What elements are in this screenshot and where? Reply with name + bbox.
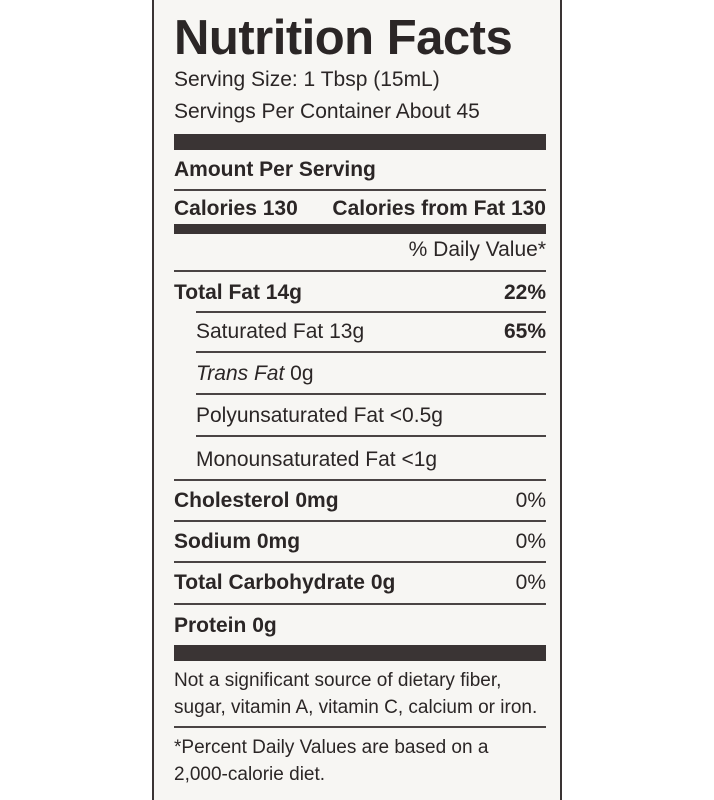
calories: Calories 130 bbox=[174, 197, 298, 220]
divider bbox=[174, 479, 546, 481]
nutrient-dv: 0% bbox=[515, 530, 546, 553]
amount-per-serving: Amount Per Serving bbox=[174, 158, 376, 181]
label-title: Nutrition Facts bbox=[174, 11, 513, 65]
footnote-not-significant: Not a significant source of dietary fibe… bbox=[174, 670, 538, 718]
daily-value-header: % Daily Value* bbox=[408, 238, 546, 261]
amount-per-serving-row: Amount Per Serving bbox=[174, 158, 546, 194]
nutrient-label: Polyunsaturated Fat bbox=[196, 404, 384, 427]
nutrient-amount: 0mg bbox=[256, 530, 301, 553]
divider bbox=[196, 351, 546, 353]
divider bbox=[174, 270, 546, 272]
nutrient-row-monounsaturated-fat: Monounsaturated Fat <1g bbox=[174, 448, 546, 484]
nutrient-row-total-fat: Total Fat 14g 22% bbox=[174, 281, 546, 317]
serving-size: Serving Size: 1 Tbsp (15mL) bbox=[174, 68, 440, 91]
nutrient-amount: 0mg bbox=[295, 489, 339, 512]
divider bbox=[174, 189, 546, 191]
thick-divider bbox=[174, 645, 546, 661]
nutrient-label: Saturated Fat bbox=[196, 320, 324, 343]
nutrient-label: Protein bbox=[174, 614, 247, 637]
divider bbox=[174, 520, 546, 522]
divider bbox=[196, 393, 546, 395]
nutrient-amount: <1g bbox=[401, 448, 438, 471]
medium-divider bbox=[174, 224, 546, 234]
nutrient-row-polyunsaturated-fat: Polyunsaturated Fat <0.5g bbox=[174, 404, 546, 440]
nutrient-amount: 14g bbox=[265, 281, 302, 304]
nutrient-amount: <0.5g bbox=[389, 404, 443, 427]
nutrient-row-sodium: Sodium 0mg 0% bbox=[174, 530, 546, 566]
divider bbox=[174, 603, 546, 605]
nutrient-row-trans-fat: Trans Fat 0g bbox=[174, 362, 546, 398]
nutrient-label: Total Carbohydrate bbox=[174, 571, 365, 594]
nutrient-label: Total Fat bbox=[174, 281, 260, 304]
divider bbox=[196, 311, 546, 313]
nutrient-label: Monounsaturated Fat bbox=[196, 448, 396, 471]
nutrient-row-saturated-fat: Saturated Fat 13g 65% bbox=[174, 320, 546, 356]
nutrient-row-protein: Protein 0g bbox=[174, 614, 546, 650]
nutrient-amount: 13g bbox=[329, 320, 365, 343]
nutrient-amount: 0g bbox=[370, 571, 396, 594]
nutrition-facts-label: Nutrition Facts Serving Size: 1 Tbsp (15… bbox=[152, 0, 562, 800]
nutrient-amount: 0g bbox=[252, 614, 277, 637]
nutrient-dv: 65% bbox=[503, 320, 546, 343]
divider bbox=[196, 435, 546, 437]
divider bbox=[174, 561, 546, 563]
calories-from-fat: Calories from Fat 130 bbox=[332, 197, 546, 220]
servings-per-container: Servings Per Container About 45 bbox=[174, 100, 480, 123]
nutrient-amount: 0g bbox=[290, 362, 314, 385]
divider bbox=[174, 726, 546, 728]
calories-row: Calories 130 Calories from Fat 130 bbox=[174, 197, 546, 233]
footnote-daily-values: *Percent Daily Values are based on a 2,0… bbox=[174, 737, 489, 785]
nutrient-dv: 0% bbox=[515, 489, 546, 512]
nutrient-dv: 22% bbox=[503, 281, 546, 304]
nutrient-row-total-carbohydrate: Total Carbohydrate 0g 0% bbox=[174, 571, 546, 607]
nutrient-dv: 0% bbox=[515, 571, 546, 594]
thick-divider bbox=[174, 134, 546, 150]
nutrient-label: Trans Fat bbox=[196, 362, 285, 385]
nutrient-label: Cholesterol bbox=[174, 489, 290, 512]
nutrient-label: Sodium bbox=[174, 530, 251, 553]
nutrient-row-cholesterol: Cholesterol 0mg 0% bbox=[174, 489, 546, 525]
